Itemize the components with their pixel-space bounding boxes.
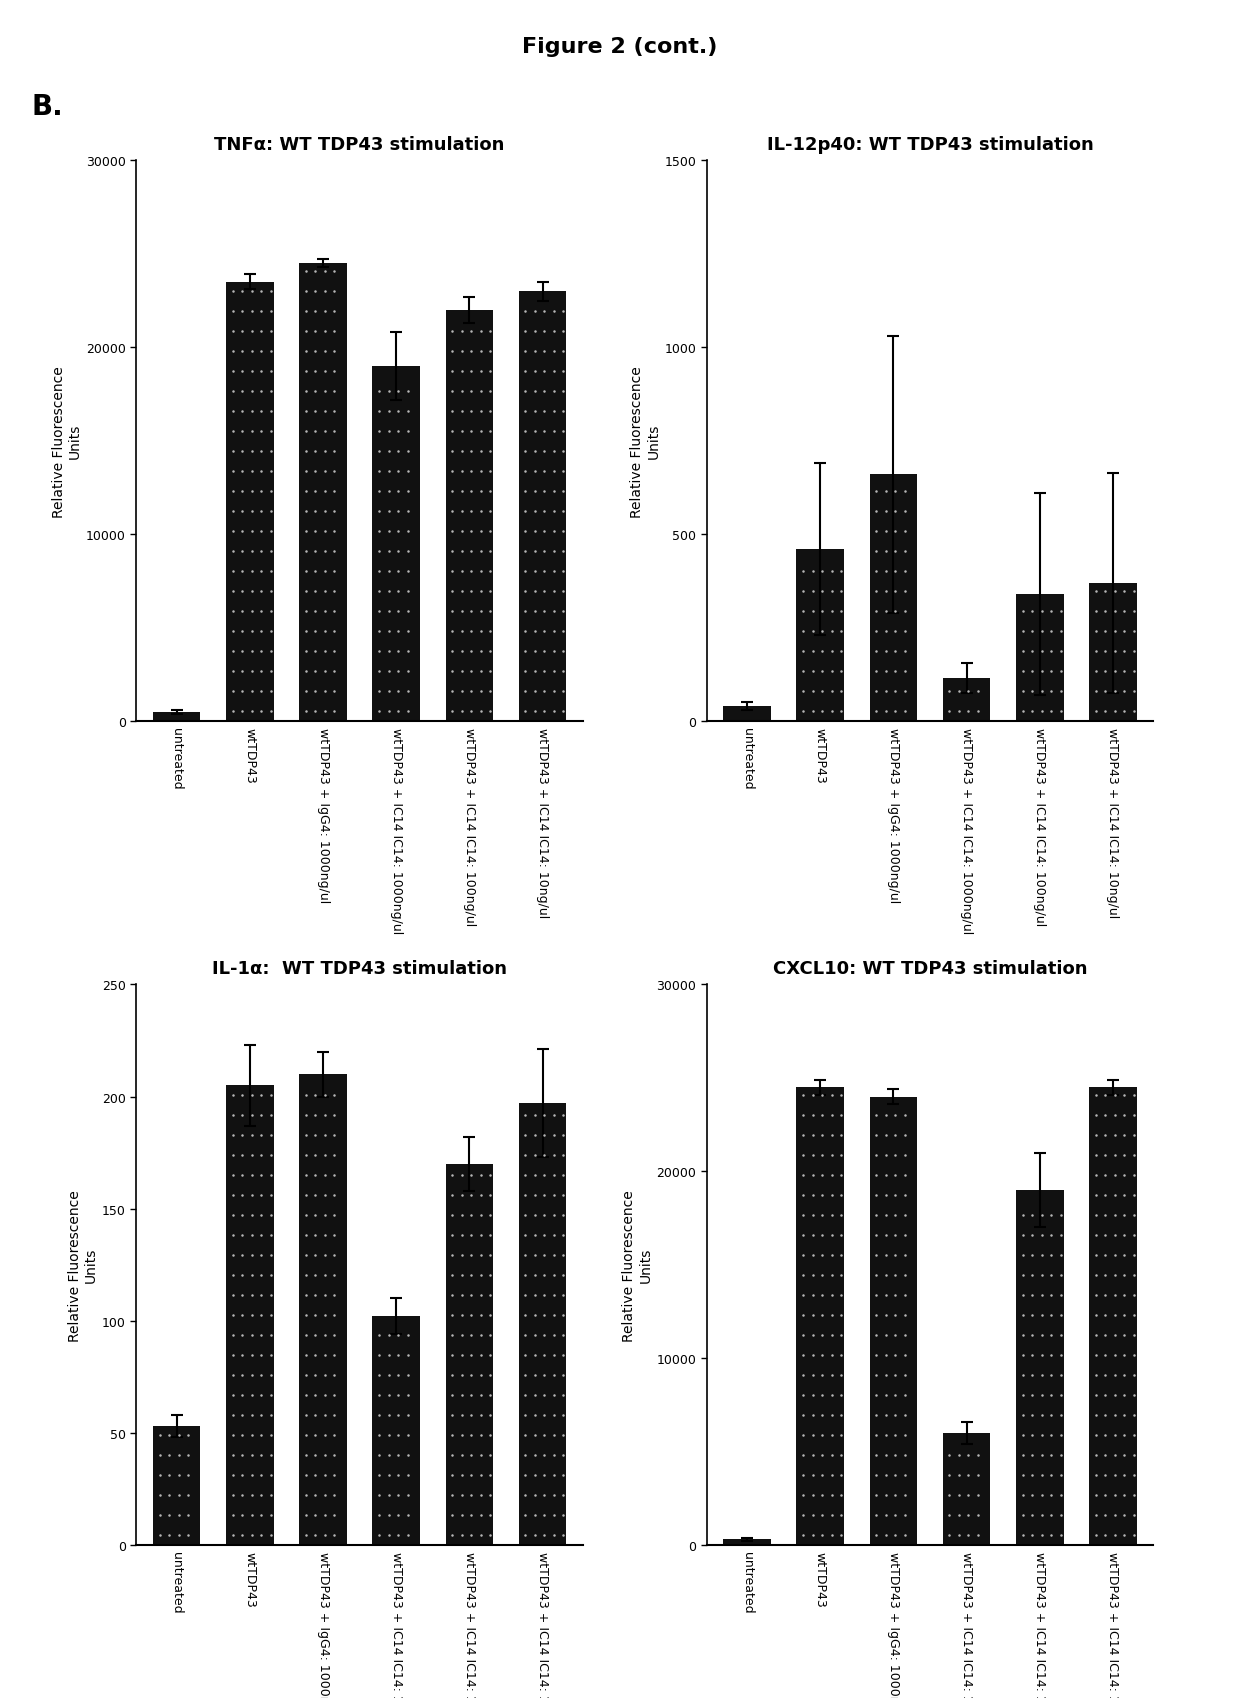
Bar: [299, 263, 347, 722]
Bar: [869, 475, 918, 722]
Bar: [1016, 1190, 1064, 1545]
Title: CXCL10: WT TDP43 stimulation: CXCL10: WT TDP43 stimulation: [773, 959, 1087, 978]
Bar: [226, 1085, 274, 1545]
Text: Figure 2 (cont.): Figure 2 (cont.): [522, 37, 718, 58]
Bar: [372, 367, 420, 722]
Bar: [299, 1075, 347, 1545]
Bar: [226, 282, 274, 722]
Title: IL-1α:  WT TDP43 stimulation: IL-1α: WT TDP43 stimulation: [212, 959, 507, 978]
Bar: [518, 1104, 567, 1545]
Bar: [723, 706, 771, 722]
Bar: [796, 1087, 844, 1545]
Bar: [869, 1097, 918, 1545]
Title: TNFα: WT TDP43 stimulation: TNFα: WT TDP43 stimulation: [215, 136, 505, 155]
Bar: [796, 550, 844, 722]
Bar: [445, 311, 494, 722]
Bar: [1016, 594, 1064, 722]
Bar: [445, 1165, 494, 1545]
Bar: [153, 713, 201, 722]
Bar: [372, 1316, 420, 1545]
Bar: [518, 292, 567, 722]
Y-axis label: Relative Fluorescence
Units: Relative Fluorescence Units: [68, 1189, 98, 1341]
Title: IL-12p40: WT TDP43 stimulation: IL-12p40: WT TDP43 stimulation: [766, 136, 1094, 155]
Y-axis label: Relative Fluorescence
Units: Relative Fluorescence Units: [622, 1189, 652, 1341]
Y-axis label: Relative Fluorescence
Units: Relative Fluorescence Units: [52, 365, 82, 518]
Bar: [1089, 1087, 1137, 1545]
Y-axis label: Relative Fluorescence
Units: Relative Fluorescence Units: [630, 365, 661, 518]
Bar: [942, 1433, 991, 1545]
Bar: [942, 679, 991, 722]
Bar: [153, 1426, 201, 1545]
Bar: [1089, 584, 1137, 722]
Text: B.: B.: [31, 93, 63, 121]
Bar: [723, 1540, 771, 1545]
